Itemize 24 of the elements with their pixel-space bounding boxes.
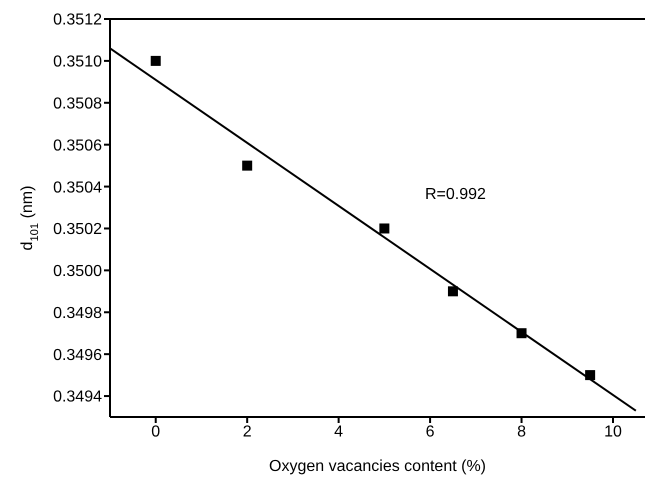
y-tick-label: 0.3494: [53, 388, 102, 406]
y-tick-label: 0.3512: [53, 12, 102, 29]
y-tick-label: 0.3508: [53, 95, 102, 112]
y-tick-label: 0.3506: [53, 137, 102, 154]
y-tick-label: 0.3496: [53, 346, 102, 364]
y-tick-label: 0.3500: [53, 263, 102, 280]
point: [585, 370, 596, 380]
x-tick-label: 4: [334, 423, 344, 440]
y-tick-label: 0.3504: [53, 179, 102, 196]
point: [242, 160, 252, 171]
y-tick-label: 0.3502: [53, 221, 102, 238]
x-tick-label: 6: [426, 423, 435, 440]
point: [150, 56, 161, 66]
x-tick-label: 0: [151, 423, 160, 440]
point: [379, 223, 390, 234]
x-tick-label: 10: [604, 423, 622, 440]
x-axis-title: Oxygen vacancies content (%): [269, 458, 486, 475]
x-tick-label: 2: [242, 423, 252, 440]
x-tick-label: 8: [517, 423, 526, 440]
y-tick-label: 0.3510: [53, 54, 102, 71]
annotation: R=0.992: [425, 186, 486, 204]
point: [448, 286, 458, 296]
y-tick-label: 0.3498: [53, 304, 102, 322]
point: [516, 328, 527, 338]
